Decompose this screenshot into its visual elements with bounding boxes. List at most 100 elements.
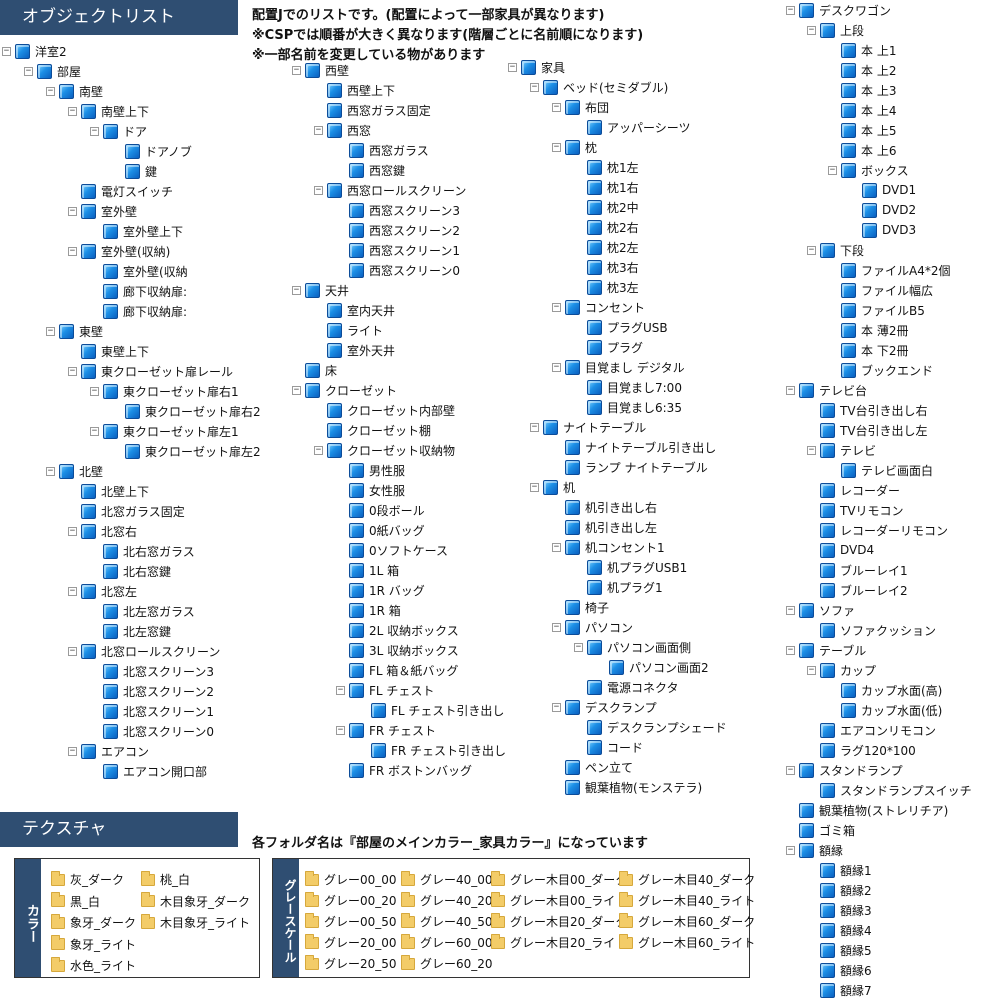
tree-node[interactable]: 北左窓ガラス xyxy=(90,601,195,621)
tree-node[interactable]: エアコンリモコン xyxy=(807,720,936,740)
texture-folder[interactable]: 黒_白 xyxy=(51,892,100,910)
texture-folder[interactable]: グレー60_00 xyxy=(401,933,493,951)
tree-node[interactable]: 東クローゼット扉左2 xyxy=(112,441,261,461)
tree-node[interactable]: TV台引き出し左 xyxy=(807,420,928,440)
tree-node[interactable]: − デスクワゴン xyxy=(786,0,891,20)
tree-node[interactable]: 電灯スイッチ xyxy=(68,181,173,201)
tree-node[interactable]: 男性服 xyxy=(336,460,405,480)
collapse-toggle[interactable]: − xyxy=(552,541,561,552)
texture-folder[interactable]: 木目象牙_ライト xyxy=(141,913,250,931)
collapse-toggle[interactable]: − xyxy=(314,184,323,195)
tree-node[interactable]: 机引き出し右 xyxy=(552,497,657,517)
tree-node[interactable]: FR ボストンバッグ xyxy=(336,760,472,780)
texture-folder[interactable]: グレー木目60_ライト xyxy=(619,933,755,951)
tree-node[interactable]: 廊下収納扉: xyxy=(90,301,187,321)
tree-node[interactable]: 室内天井 xyxy=(314,300,395,320)
tree-node[interactable]: ファイルA4*2個 xyxy=(828,260,950,280)
texture-folder[interactable]: 灰_ダーク xyxy=(51,870,124,888)
tree-node[interactable]: − パソコン画面側 xyxy=(574,637,691,657)
tree-node[interactable]: − エアコン xyxy=(68,741,149,761)
tree-node[interactable]: TVリモコン xyxy=(807,500,904,520)
collapse-toggle[interactable]: − xyxy=(807,444,816,455)
tree-node[interactable]: ライト xyxy=(314,320,383,340)
tree-node[interactable]: スタンドランプスイッチ xyxy=(807,780,972,800)
tree-node[interactable]: 本 下2冊 xyxy=(828,340,908,360)
tree-node[interactable]: − 南壁 xyxy=(46,81,103,101)
tree-node[interactable]: − ドア xyxy=(90,121,147,141)
tree-node[interactable]: 北左窓鍵 xyxy=(90,621,171,641)
tree-node[interactable]: − 上段 xyxy=(807,20,864,40)
tree-node[interactable]: − 室外壁 xyxy=(68,201,137,221)
tree-node[interactable]: FR チェスト引き出し xyxy=(358,740,506,760)
tree-node[interactable]: − 南壁上下 xyxy=(68,101,149,121)
tree-node[interactable]: デスクランプシェード xyxy=(574,717,727,737)
tree-node[interactable]: ペン立て xyxy=(552,757,633,777)
tree-node[interactable]: 電源コネクタ xyxy=(574,677,679,697)
collapse-toggle[interactable]: − xyxy=(336,684,345,695)
tree-node[interactable]: 枕1左 xyxy=(574,157,639,177)
tree-node[interactable]: 床 xyxy=(292,360,337,380)
collapse-toggle[interactable]: − xyxy=(786,644,795,655)
collapse-toggle[interactable]: − xyxy=(68,645,77,656)
texture-folder[interactable]: 象牙_ダーク xyxy=(51,913,136,931)
tree-node[interactable]: 西窓スクリーン1 xyxy=(336,240,460,260)
collapse-toggle[interactable]: − xyxy=(68,105,77,116)
texture-folder[interactable]: 象牙_ライト xyxy=(51,935,136,953)
collapse-toggle[interactable]: − xyxy=(90,385,99,396)
tree-node[interactable]: − 西窓 xyxy=(314,120,371,140)
tree-node[interactable]: 額縁2 xyxy=(807,880,872,900)
tree-node[interactable]: パソコン画面2 xyxy=(596,657,709,677)
tree-node[interactable]: 机引き出し左 xyxy=(552,517,657,537)
texture-folder[interactable]: グレー20_50 xyxy=(305,954,397,972)
tree-node[interactable]: 室外天井 xyxy=(314,340,395,360)
collapse-toggle[interactable]: − xyxy=(552,701,561,712)
collapse-toggle[interactable]: − xyxy=(336,724,345,735)
tree-node[interactable]: ゴミ箱 xyxy=(786,820,855,840)
tree-node[interactable]: 枕1右 xyxy=(574,177,639,197)
tree-node[interactable]: 枕3左 xyxy=(574,277,639,297)
collapse-toggle[interactable]: − xyxy=(530,481,539,492)
texture-folder[interactable]: グレー木目00_ライト xyxy=(491,891,627,909)
tree-node[interactable]: 本 上6 xyxy=(828,140,896,160)
collapse-toggle[interactable]: − xyxy=(68,205,77,216)
tree-node[interactable]: − クローゼット収納物 xyxy=(314,440,455,460)
tree-node[interactable]: − 東クローゼット扉左1 xyxy=(90,421,239,441)
texture-folder[interactable]: グレー木目20_ライト xyxy=(491,933,627,951)
tree-node[interactable]: ナイトテーブル引き出し xyxy=(552,437,716,457)
collapse-toggle[interactable]: − xyxy=(68,585,77,596)
collapse-toggle[interactable]: − xyxy=(574,641,583,652)
tree-node[interactable]: − ボックス xyxy=(828,160,909,180)
collapse-toggle[interactable]: − xyxy=(292,64,301,75)
tree-node[interactable]: 額縁5 xyxy=(807,940,872,960)
collapse-toggle[interactable]: − xyxy=(786,384,795,395)
tree-node[interactable]: 北窓ガラス固定 xyxy=(68,501,185,521)
tree-node[interactable]: 東壁上下 xyxy=(68,341,149,361)
tree-node[interactable]: 北右窓ガラス xyxy=(90,541,195,561)
tree-node[interactable]: FL チェスト引き出し xyxy=(358,700,504,720)
tree-node[interactable]: − 下段 xyxy=(807,240,864,260)
tree-node[interactable]: カップ水面(高) xyxy=(828,680,942,700)
tree-node[interactable]: − 西窓ロールスクリーン xyxy=(314,180,466,200)
tree-node[interactable]: 室外壁上下 xyxy=(90,221,183,241)
texture-folder[interactable]: グレー木目00_ダーク xyxy=(491,870,627,888)
tree-node[interactable]: − 北窓左 xyxy=(68,581,137,601)
tree-node[interactable]: 枕2左 xyxy=(574,237,639,257)
collapse-toggle[interactable]: − xyxy=(46,465,55,476)
tree-node[interactable]: − クローゼット xyxy=(292,380,397,400)
tree-node[interactable]: 0紙バッグ xyxy=(336,520,425,540)
tree-node[interactable]: 枕3右 xyxy=(574,257,639,277)
tree-node[interactable]: 目覚まし6:35 xyxy=(574,397,682,417)
tree-node[interactable]: 西壁上下 xyxy=(314,80,395,100)
tree-node[interactable]: 西窓ガラス xyxy=(336,140,429,160)
collapse-toggle[interactable]: − xyxy=(807,244,816,255)
tree-node[interactable]: − 机 xyxy=(530,477,575,497)
tree-node[interactable]: − カップ xyxy=(807,660,876,680)
tree-node[interactable]: − 室外壁(収納) xyxy=(68,241,170,261)
tree-node[interactable]: 2L 収納ボックス xyxy=(336,620,459,640)
tree-node[interactable]: 北窓スクリーン3 xyxy=(90,661,214,681)
tree-node[interactable]: 北窓スクリーン0 xyxy=(90,721,214,741)
tree-node[interactable]: 額縁4 xyxy=(807,920,872,940)
texture-folder[interactable]: グレー木目40_ダーク xyxy=(619,870,755,888)
collapse-toggle[interactable]: − xyxy=(292,284,301,295)
texture-folder[interactable]: グレー40_20 xyxy=(401,891,493,909)
